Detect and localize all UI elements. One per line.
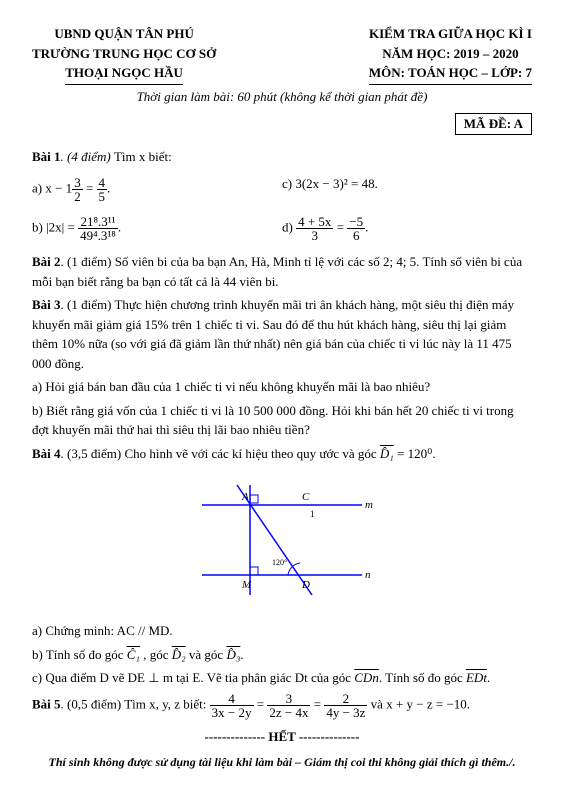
b5-d3: 4y − 3z: [324, 706, 367, 719]
hl3: THOẠI NGỌC HẦU: [32, 63, 216, 85]
fig-A: A: [241, 491, 249, 503]
bai4-b: b) Tính số đo góc Ĉ₁ , góc D̂₂ và góc D̂…: [32, 645, 532, 665]
b5-title: Bài 5: [32, 696, 61, 711]
b5-d2: 2z − 4x: [267, 706, 310, 719]
b4-b-c1: Ĉ₁: [127, 647, 140, 662]
header-right: KIỂM TRA GIỮA HỌC KÌ I NĂM HỌC: 2019 – 2…: [369, 24, 532, 85]
bai3-b: b) Biết rằng giá vốn của 1 chiếc ti vi l…: [32, 401, 532, 440]
footer-note: Thí sinh không được sử dụng tài liệu khi…: [32, 755, 532, 770]
fig-D: D: [301, 579, 310, 591]
geometry-figure: A C M D m n 1 120°: [32, 475, 532, 609]
b3-title: Bài 3: [32, 297, 61, 312]
b3-text: . (1 điểm) Thực hiện chương trình khuyến…: [32, 297, 514, 371]
b4-c-mid: . Tính số đo góc: [379, 670, 466, 685]
bai4-a: a) Chứng minh: AC // MD.: [32, 621, 532, 641]
b5-post: và x + y − z = −10.: [367, 696, 470, 711]
b5-pre: . (0,5 điểm) Tìm x, y, z biết:: [61, 696, 210, 711]
b1-a-dot: .: [107, 180, 110, 195]
b1-d-dot: .: [365, 219, 368, 234]
end-marker: -------------- HẾT --------------: [32, 729, 532, 745]
b4-b-m1: , góc: [140, 647, 172, 662]
b1-a-rden: 5: [97, 190, 108, 203]
header-block: UBND QUẬN TÂN PHÚ TRƯỜNG TRUNG HỌC CƠ SỞ…: [32, 24, 532, 85]
b4-b-pre: b) Tính số đo góc: [32, 647, 127, 662]
fig-n: n: [365, 569, 371, 581]
hl2: TRƯỜNG TRUNG HỌC CƠ SỞ: [32, 44, 216, 64]
b4-d1: D̂₁: [380, 446, 394, 461]
b1-d-eq: =: [333, 219, 347, 234]
b1-d-num: 4 + 5x: [296, 215, 333, 229]
b1-a: a) x − 132 = 45.: [32, 176, 282, 203]
b4-c-cdn: CDn: [354, 670, 379, 685]
b5-n1: 4: [210, 692, 254, 706]
hr3: MÔN: TOÁN HỌC – LỚP: 7: [369, 63, 532, 85]
fig-C: C: [302, 491, 310, 503]
b1-b-lhs: b) |2x| =: [32, 219, 78, 234]
header-left: UBND QUẬN TÂN PHÚ TRƯỜNG TRUNG HỌC CƠ SỞ…: [32, 24, 216, 85]
bai4-intro: Bài 4. (3,5 điểm) Cho hình vẽ với các kí…: [32, 444, 532, 464]
b1-pts: . (4 điểm): [61, 149, 114, 164]
b1-c: c) 3(2x − 3)² = 48.: [282, 176, 532, 192]
b2-title: Bài 2: [32, 254, 61, 269]
b1-a-eq: =: [83, 180, 97, 195]
bai3-intro: Bài 3. (1 điểm) Thực hiện chương trình k…: [32, 295, 532, 373]
b1-a-rnum: 4: [97, 176, 108, 190]
b1-b: b) |2x| = 21⁸.3¹¹49⁴.3¹⁸.: [32, 215, 282, 242]
fig-M: M: [241, 579, 252, 591]
b1-d-rden: 6: [347, 229, 365, 242]
time-note: Thời gian làm bài: 60 phút (không kể thờ…: [32, 89, 532, 105]
b1-b-den: 49⁴.3¹⁸: [78, 229, 118, 242]
b4-b-d2: D̂₂: [172, 647, 186, 662]
b1-b-dot: .: [118, 219, 121, 234]
b5-n3: 2: [324, 692, 367, 706]
bai4-c: c) Qua điểm D vẽ DE ⊥ m tại E. Vẽ tia ph…: [32, 668, 532, 688]
bai3-a: a) Hỏi giá bán ban đầu của 1 chiếc ti vi…: [32, 377, 532, 397]
b1-a-lhs: a) x − 1: [32, 180, 72, 195]
b4-text: . (3,5 điểm) Cho hình vẽ với các kí hiệu…: [61, 446, 380, 461]
b5-n2: 3: [267, 692, 310, 706]
b4-b-m2: và góc: [186, 647, 227, 662]
b1-a-num: 3: [72, 176, 83, 190]
exam-code-row: MÃ ĐỀ: A: [32, 113, 532, 135]
b1-d-lhs: d): [282, 219, 296, 234]
b1-q: Tìm x biết:: [114, 149, 172, 164]
b4-b-d3: D̂₃: [226, 647, 240, 662]
b5-eq2: =: [310, 696, 324, 711]
b1-a-den: 2: [72, 190, 83, 203]
b1-title: Bài 1: [32, 149, 61, 164]
b4-c-pre: c) Qua điểm D vẽ DE ⊥ m tại E. Vẽ tia ph…: [32, 670, 354, 685]
bai2: Bài 2. (1 điểm) Số viên bi của ba bạn An…: [32, 252, 532, 291]
bai5: Bài 5. (0,5 điểm) Tìm x, y, z biết: 43x …: [32, 692, 532, 719]
b4-c-end: .: [487, 670, 490, 685]
b4-title: Bài 4: [32, 446, 61, 461]
b1-d-rnum: −5: [347, 215, 365, 229]
b1-b-num: 21⁸.3¹¹: [78, 215, 118, 229]
hr2: NĂM HỌC: 2019 – 2020: [369, 44, 532, 64]
b2-text: . (1 điểm) Số viên bi của ba bạn An, Hà,…: [32, 254, 522, 289]
b4-b-end: .: [240, 647, 243, 662]
fig-ang: 120°: [272, 558, 287, 567]
b1-d: d) 4 + 5x3 = −56.: [282, 215, 532, 242]
hr1: KIỂM TRA GIỮA HỌC KÌ I: [369, 24, 532, 44]
fig-1: 1: [310, 509, 315, 519]
b1-d-den: 3: [296, 229, 333, 242]
fig-m: m: [365, 499, 373, 511]
b4-c-edt: EDt: [466, 670, 487, 685]
exam-code: MÃ ĐỀ: A: [455, 113, 532, 135]
hl1: UBND QUẬN TÂN PHÚ: [32, 24, 216, 44]
bai1: Bài 1. (4 điểm) Tìm x biết: a) x − 132 =…: [32, 147, 532, 249]
b5-d1: 3x − 2y: [210, 706, 254, 719]
b4-d1v: = 120⁰.: [394, 446, 436, 461]
b5-eq1: =: [254, 696, 268, 711]
